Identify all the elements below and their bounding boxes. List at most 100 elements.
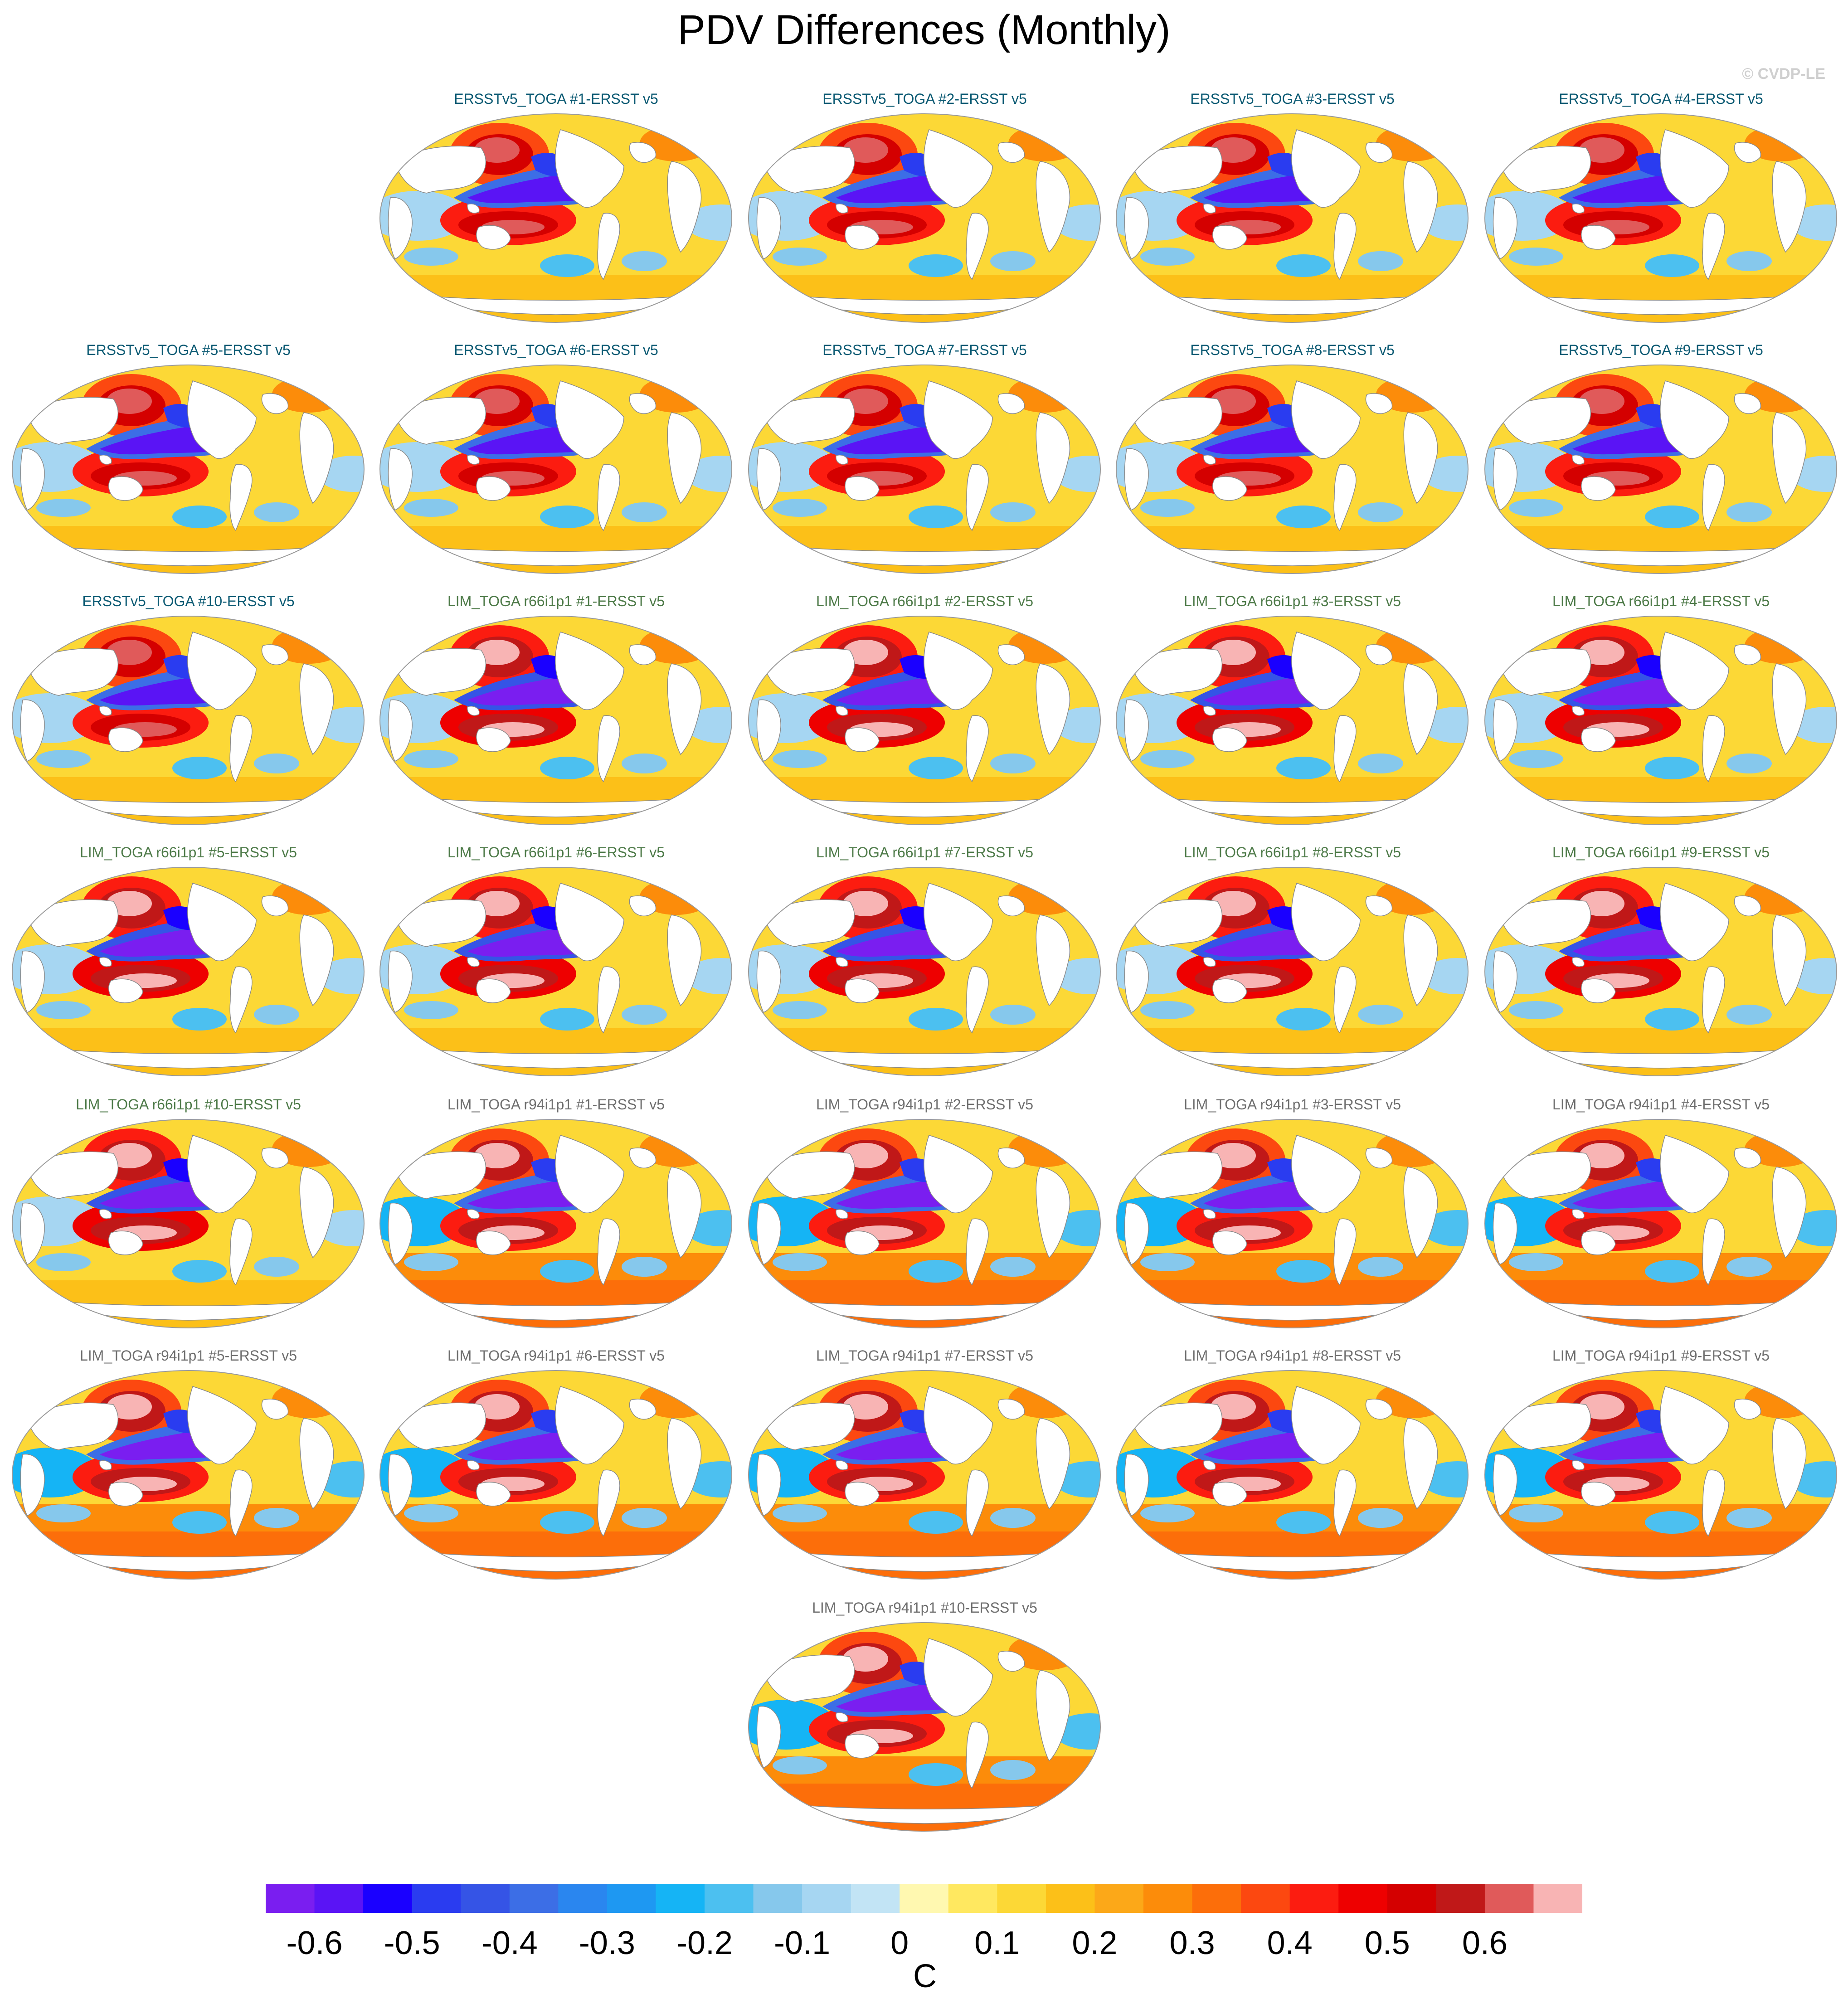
page-title: PDV Differences (Monthly)	[677, 7, 1171, 53]
global-map	[379, 113, 732, 323]
global-map	[12, 1370, 365, 1580]
map-panel: ERSSTv5_TOGA #6-ERSST v5	[376, 342, 736, 578]
colorbar-swatch	[509, 1884, 559, 1913]
map-panel: LIM_TOGA r66i1p1 #8-ERSST v5	[1112, 844, 1473, 1080]
panel-title: LIM_TOGA r66i1p1 #7-ERSST v5	[816, 844, 1034, 861]
global-map	[12, 365, 365, 574]
colorbar-tick-label: 0	[890, 1925, 909, 1961]
colorbar-swatch	[314, 1884, 364, 1913]
global-map	[748, 1370, 1101, 1580]
panel-title: LIM_TOGA r94i1p1 #1-ERSST v5	[447, 1096, 665, 1113]
colorbar-swatch	[1046, 1884, 1095, 1913]
colorbar-swatch	[1094, 1884, 1144, 1913]
global-map	[1116, 113, 1469, 323]
panel-title: LIM_TOGA r94i1p1 #4-ERSST v5	[1552, 1096, 1770, 1113]
colorbar-swatch	[948, 1884, 997, 1913]
colorbar-swatch	[607, 1884, 657, 1913]
map-panel: LIM_TOGA r66i1p1 #4-ERSST v5	[1481, 593, 1841, 829]
map-panel: ERSSTv5_TOGA #3-ERSST v5	[1112, 91, 1473, 326]
panel-title: LIM_TOGA r94i1p1 #8-ERSST v5	[1183, 1347, 1401, 1364]
global-map	[379, 1370, 732, 1580]
map-panel: LIM_TOGA r66i1p1 #2-ERSST v5	[744, 593, 1105, 829]
global-map	[1484, 1119, 1837, 1328]
panel-title: ERSSTv5_TOGA #10-ERSST v5	[82, 593, 295, 609]
panel-title: LIM_TOGA r94i1p1 #2-ERSST v5	[816, 1096, 1034, 1113]
colorbar-swatch	[461, 1884, 510, 1913]
map-panel: ERSSTv5_TOGA #8-ERSST v5	[1112, 342, 1473, 578]
global-map	[12, 616, 365, 825]
colorbar-swatch	[1289, 1884, 1339, 1913]
panel-title: ERSSTv5_TOGA #4-ERSST v5	[1559, 91, 1763, 107]
map-panel: ERSSTv5_TOGA #7-ERSST v5	[744, 342, 1105, 578]
colorbar-swatch	[1436, 1884, 1485, 1913]
map-panel: LIM_TOGA r94i1p1 #1-ERSST v5	[376, 1096, 736, 1332]
global-map	[748, 365, 1101, 574]
map-panel: LIM_TOGA r66i1p1 #1-ERSST v5	[376, 593, 736, 829]
colorbar-swatch	[1338, 1884, 1388, 1913]
colorbar-swatch	[1192, 1884, 1241, 1913]
colorbar-swatch	[412, 1884, 461, 1913]
panel-title: LIM_TOGA r66i1p1 #5-ERSST v5	[79, 844, 297, 861]
map-panel: LIM_TOGA r66i1p1 #6-ERSST v5	[376, 844, 736, 1080]
global-map	[379, 867, 732, 1076]
panel-title: ERSSTv5_TOGA #1-ERSST v5	[454, 91, 658, 107]
panel-title: LIM_TOGA r66i1p1 #3-ERSST v5	[1183, 593, 1401, 609]
colorbar-swatch	[900, 1884, 949, 1913]
colorbar-tick-label: -0.2	[676, 1925, 733, 1961]
map-panel: LIM_TOGA r94i1p1 #5-ERSST v5	[8, 1347, 369, 1583]
colorbar	[266, 1884, 1582, 1913]
colorbar-swatch	[1387, 1884, 1436, 1913]
global-map	[379, 365, 732, 574]
colorbar-swatch	[997, 1884, 1046, 1913]
colorbar-tick-label: 0.2	[1072, 1925, 1118, 1961]
colorbar-tick-label: 0.1	[974, 1925, 1020, 1961]
colorbar-swatch	[1484, 1884, 1534, 1913]
map-panel: LIM_TOGA r94i1p1 #4-ERSST v5	[1481, 1096, 1841, 1332]
global-map	[379, 616, 732, 825]
colorbar-swatch	[851, 1884, 900, 1913]
map-panel: ERSSTv5_TOGA #1-ERSST v5	[376, 91, 736, 326]
panel-title: ERSSTv5_TOGA #5-ERSST v5	[86, 342, 291, 358]
map-panel: LIM_TOGA r66i1p1 #9-ERSST v5	[1481, 844, 1841, 1080]
global-map	[748, 1622, 1101, 1832]
global-map	[1484, 365, 1837, 574]
panel-title: ERSSTv5_TOGA #6-ERSST v5	[454, 342, 658, 358]
panel-title: LIM_TOGA r94i1p1 #3-ERSST v5	[1183, 1096, 1401, 1113]
map-panel: ERSSTv5_TOGA #2-ERSST v5	[744, 91, 1105, 326]
colorbar-tick-label: 0.6	[1462, 1925, 1508, 1961]
colorbar-tick-label: 0.4	[1267, 1925, 1313, 1961]
panel-title: LIM_TOGA r94i1p1 #5-ERSST v5	[79, 1347, 297, 1364]
map-panel: LIM_TOGA r66i1p1 #10-ERSST v5	[8, 1096, 369, 1332]
map-panel: LIM_TOGA r94i1p1 #8-ERSST v5	[1112, 1347, 1473, 1583]
colorbar-tick-label: -0.1	[774, 1925, 831, 1961]
panel-title: ERSSTv5_TOGA #7-ERSST v5	[822, 342, 1027, 358]
panel-title: LIM_TOGA r66i1p1 #9-ERSST v5	[1552, 844, 1770, 861]
colorbar-tick-label: -0.3	[579, 1925, 635, 1961]
global-map	[379, 1119, 732, 1328]
panel-title: ERSSTv5_TOGA #3-ERSST v5	[1190, 91, 1395, 107]
colorbar-swatch	[802, 1884, 851, 1913]
panel-title: LIM_TOGA r94i1p1 #6-ERSST v5	[447, 1347, 665, 1364]
global-map	[748, 867, 1101, 1076]
map-panel: ERSSTv5_TOGA #10-ERSST v5	[8, 593, 369, 829]
colorbar-swatch	[753, 1884, 802, 1913]
panel-title: LIM_TOGA r66i1p1 #2-ERSST v5	[816, 593, 1034, 609]
map-panel: LIM_TOGA r66i1p1 #7-ERSST v5	[744, 844, 1105, 1080]
panel-title: ERSSTv5_TOGA #9-ERSST v5	[1559, 342, 1763, 358]
global-map	[1116, 1370, 1469, 1580]
map-panel: LIM_TOGA r66i1p1 #5-ERSST v5	[8, 844, 369, 1080]
global-map	[748, 113, 1101, 323]
global-map	[12, 1119, 365, 1328]
colorbar-tick-label: -0.6	[286, 1925, 343, 1961]
global-map	[748, 616, 1101, 825]
colorbar-swatch	[363, 1884, 413, 1913]
panel-title: LIM_TOGA r66i1p1 #6-ERSST v5	[447, 844, 665, 861]
colorbar-swatch	[1143, 1884, 1193, 1913]
map-panel: ERSSTv5_TOGA #5-ERSST v5	[8, 342, 369, 578]
map-panel: LIM_TOGA r66i1p1 #3-ERSST v5	[1112, 593, 1473, 829]
colorbar-swatch	[1241, 1884, 1290, 1913]
colorbar-unit: C	[913, 1958, 937, 1994]
colorbar-tick-label: 0.3	[1169, 1925, 1215, 1961]
panel-title: LIM_TOGA r94i1p1 #10-ERSST v5	[812, 1599, 1037, 1616]
copyright-label: © CVDP-LE	[1742, 65, 1825, 83]
